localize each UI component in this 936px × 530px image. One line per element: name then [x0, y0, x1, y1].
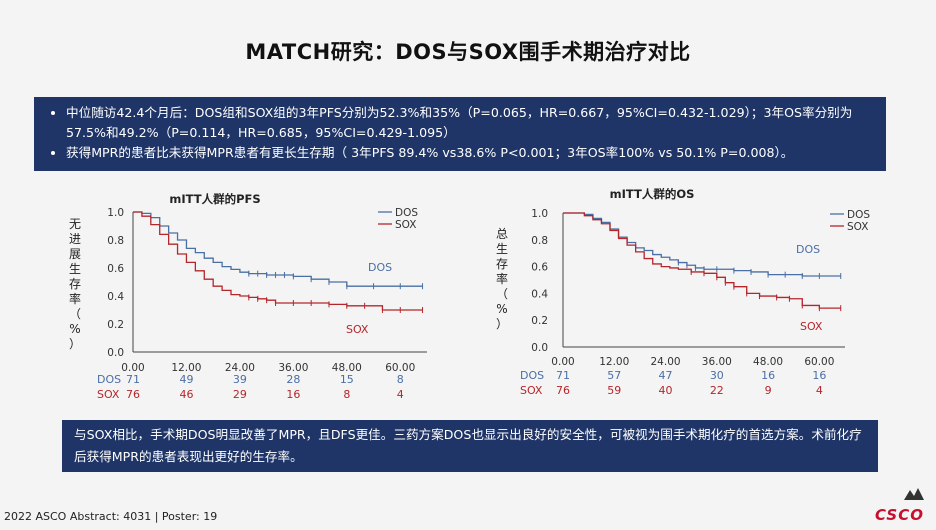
y-axis-label-char: 生 [496, 242, 508, 256]
y-tick-label: 0.0 [531, 342, 548, 354]
x-tick-label: 60.00 [385, 362, 415, 374]
risk-table-cell: 22 [710, 384, 724, 397]
y-axis-label-char: 存 [69, 277, 81, 291]
y-axis-label-char: 进 [69, 232, 81, 246]
legend-label: SOX [395, 219, 416, 231]
x-tick-label: 12.00 [599, 356, 629, 368]
risk-table-cell: 40 [659, 384, 673, 397]
summary-box: 中位随访42.4个月后：DOS组和SOX组的3年PFS分别为52.3%和35%（… [34, 97, 886, 171]
risk-table-cell: 30 [710, 369, 724, 382]
y-axis-label-char: % [496, 302, 507, 316]
csco-logo-icon [904, 488, 924, 500]
x-tick-label: 12.00 [171, 362, 201, 374]
y-axis-label-char: 率 [69, 291, 81, 306]
risk-table-cell: 4 [397, 388, 404, 401]
y-axis-label-char: ） [69, 337, 81, 351]
x-tick-label: 48.00 [332, 362, 362, 374]
km-curve-sox [563, 212, 841, 309]
risk-table-cell: 57 [607, 369, 621, 382]
y-tick-label: 0.2 [531, 315, 548, 327]
summary-item: 中位随访42.4个月后：DOS组和SOX组的3年PFS分别为52.3%和35%（… [66, 103, 872, 143]
page-title: MATCH研究：DOS与SOX围手术期治疗对比 [245, 40, 691, 64]
legend-label: SOX [847, 221, 868, 233]
risk-table-cell: 47 [659, 369, 673, 382]
risk-table-cell: 15 [340, 373, 354, 386]
risk-table-cell: 16 [761, 369, 775, 382]
y-tick-label: 0.0 [107, 347, 124, 359]
csco-logo: CSCO [874, 506, 924, 524]
y-axis-label-char: 率 [496, 271, 508, 286]
y-axis-label-char: 生 [69, 262, 81, 276]
legend-label: DOS [847, 209, 870, 221]
x-tick-label: 24.00 [225, 362, 255, 374]
risk-table-cell: 59 [607, 384, 621, 397]
y-tick-label: 0.4 [107, 291, 124, 303]
y-tick-label: 1.0 [107, 207, 124, 219]
risk-table-label: DOS [97, 373, 121, 386]
risk-table-cell: 8 [397, 373, 404, 386]
km-curve-dos [133, 211, 423, 287]
y-axis-label-char: 存 [496, 257, 508, 271]
y-tick-label: 0.4 [531, 288, 548, 300]
y-axis-label-char: （ [69, 307, 81, 321]
risk-table-cell: 16 [286, 388, 300, 401]
risk-table-cell: 46 [179, 388, 193, 401]
legend-label: DOS [395, 207, 418, 219]
y-axis-label-char: （ [496, 287, 508, 301]
y-axis-label-char: 无 [69, 217, 81, 231]
risk-table-label: SOX [97, 388, 120, 401]
x-tick-label: 48.00 [753, 356, 783, 368]
risk-table-cell: 16 [812, 369, 826, 382]
y-tick-label: 0.8 [107, 235, 124, 247]
summary-item: 获得MPR的患者比未获得MPR患者有更长生存期（ 3年PFS 89.4% vs3… [66, 143, 872, 163]
x-tick-label: 36.00 [702, 356, 732, 368]
x-tick-label: 24.00 [651, 356, 681, 368]
x-tick-label: 0.00 [551, 356, 574, 368]
y-axis-label-char: ） [496, 317, 508, 331]
risk-table-cell: 8 [343, 388, 350, 401]
y-tick-label: 0.6 [107, 263, 124, 275]
risk-table-label: DOS [520, 369, 544, 382]
risk-table-cell: 29 [233, 388, 247, 401]
y-tick-label: 0.8 [531, 235, 548, 247]
y-axis-label-char: % [69, 322, 80, 336]
risk-table-cell: 49 [179, 373, 193, 386]
footer-citation: 2022 ASCO Abstract: 4031 | Poster: 19 [4, 510, 218, 523]
risk-table-label: SOX [520, 384, 543, 397]
y-tick-label: 0.2 [107, 319, 124, 331]
risk-table-cell: 71 [556, 369, 570, 382]
x-tick-label: 0.00 [121, 362, 144, 374]
risk-table-cell: 9 [765, 384, 772, 397]
x-tick-label: 60.00 [804, 356, 834, 368]
risk-table-cell: 76 [126, 388, 140, 401]
x-tick-label: 36.00 [278, 362, 308, 374]
risk-table-cell: 76 [556, 384, 570, 397]
y-axis-label-char: 总 [496, 227, 508, 241]
curve-annotation: SOX [800, 320, 823, 333]
chart-title: mITT人群的PFS [169, 192, 260, 206]
chart-title: mITT人群的OS [610, 187, 695, 201]
curve-annotation: DOS [796, 243, 820, 256]
risk-table-cell: 4 [816, 384, 823, 397]
risk-table-cell: 28 [286, 373, 300, 386]
y-axis-label-char: 展 [69, 247, 81, 261]
y-tick-label: 0.6 [531, 262, 548, 274]
curve-annotation: SOX [346, 323, 369, 336]
y-tick-label: 1.0 [531, 208, 548, 220]
risk-table-cell: 71 [126, 373, 140, 386]
risk-table-cell: 39 [233, 373, 247, 386]
conclusion-box: 与SOX相比，手术期DOS明显改善了MPR，且DFS更佳。三药方案DOS也显示出… [62, 420, 878, 472]
curve-annotation: DOS [368, 261, 392, 274]
